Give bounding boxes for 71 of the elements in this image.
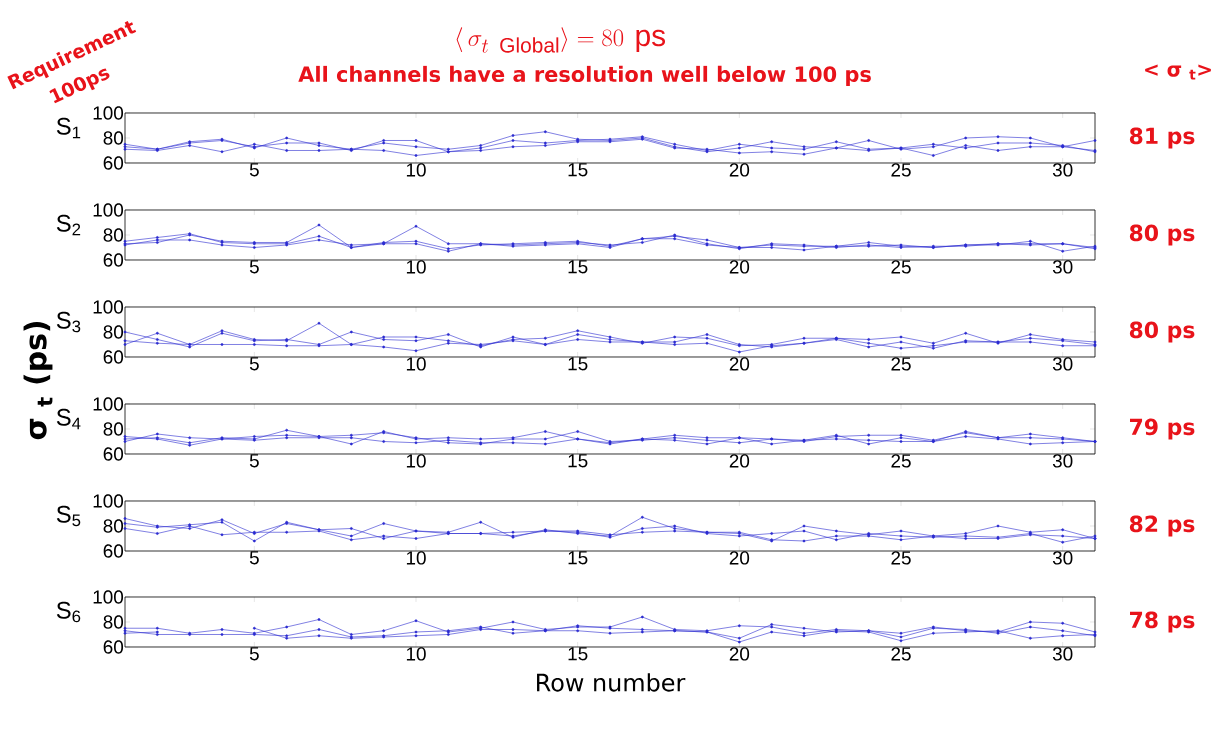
x-tick-label: 25 xyxy=(891,551,911,565)
y-axis-title: S$_{2}$ xyxy=(56,214,81,236)
chart-subtitle: All channels have a resolution well below 100 ps xyxy=(298,65,871,87)
y-tick-label: 80 xyxy=(103,131,124,145)
y-tick-label: 60 xyxy=(103,447,124,461)
y-axis-title: S$_{1}$ xyxy=(56,117,81,139)
y-tick-label: 100 xyxy=(93,300,124,314)
y-tick-label: 100 xyxy=(93,590,124,604)
y-tick-label: 100 xyxy=(93,494,124,508)
x-tick-label: 20 xyxy=(729,163,750,177)
x-tick-label: 20 xyxy=(729,647,750,661)
x-tick-label: 30 xyxy=(1052,260,1073,274)
x-tick-label: 25 xyxy=(891,260,911,274)
text: 80 ps xyxy=(1129,224,1195,246)
x-tick-label: 20 xyxy=(729,260,750,274)
y-tick-label: 80 xyxy=(103,228,124,242)
y-tick-label: 100 xyxy=(93,397,124,411)
x-tick-label: 5 xyxy=(249,260,259,274)
x-tick-label: 20 xyxy=(729,357,750,371)
text: 78 ps xyxy=(1130,611,1195,633)
y-axis-title: S$_{6}$ xyxy=(56,601,81,623)
x-tick-label: 15 xyxy=(568,357,588,371)
x-tick-label: 25 xyxy=(891,163,911,177)
y-axis-title: S$_{4}$ xyxy=(56,408,81,430)
text: 81 ps xyxy=(1129,127,1195,149)
x-tick-label: 30 xyxy=(1052,551,1073,565)
y-axis-title: S$_{3}$ xyxy=(56,311,81,333)
y-tick-label: 100 xyxy=(93,106,124,120)
x-tick-label: 5 xyxy=(249,163,259,177)
y-tick-label: 80 xyxy=(103,325,124,339)
y-tick-label: 100 xyxy=(93,203,124,217)
y-tick-label: 60 xyxy=(103,350,124,364)
x-tick-label: 15 xyxy=(568,454,588,468)
x-tick-label: 15 xyxy=(568,163,588,177)
x-tick-label: 5 xyxy=(249,551,259,565)
x-tick-label: 5 xyxy=(249,454,259,468)
text: 79 ps xyxy=(1130,418,1195,440)
x-tick-label: 15 xyxy=(568,551,588,565)
text: 80 ps xyxy=(1129,321,1195,343)
x-tick-label: 10 xyxy=(406,163,426,177)
chart-title: $\langle\,\sigma_{t\ \mathrm{Global}}\rangle = 80\ \mathrm{ps}$ xyxy=(456,27,666,53)
x-tick-label: 10 xyxy=(406,647,426,661)
x-tick-label: 20 xyxy=(729,454,750,468)
x-tick-label: 15 xyxy=(568,647,588,661)
x-axis-title: Row number xyxy=(537,673,686,692)
x-tick-label: 10 xyxy=(406,551,426,565)
x-tick-label: 30 xyxy=(1052,357,1073,371)
x-tick-label: 30 xyxy=(1052,454,1073,468)
x-tick-label: 20 xyxy=(729,551,750,565)
y-tick-label: 80 xyxy=(103,422,124,436)
y-tick-label: 80 xyxy=(103,615,124,629)
x-tick-label: 5 xyxy=(249,647,259,661)
y-axis-title: S$_{5}$ xyxy=(56,505,81,527)
y-tick-label: 60 xyxy=(103,253,124,267)
y-tick-label: 60 xyxy=(103,544,124,558)
y-tick-label: 60 xyxy=(103,156,124,170)
x-tick-label: 30 xyxy=(1052,163,1073,177)
x-tick-label: 10 xyxy=(406,454,426,468)
x-tick-label: 10 xyxy=(406,260,426,274)
x-tick-label: 25 xyxy=(891,454,911,468)
text: < σ $_{t}$> xyxy=(1145,64,1211,80)
x-tick-label: 25 xyxy=(891,647,911,661)
x-tick-label: 25 xyxy=(891,357,911,371)
x-tick-label: 10 xyxy=(406,357,426,371)
text: 82 ps xyxy=(1129,515,1195,537)
x-tick-label: 5 xyxy=(249,357,259,371)
y-tick-label: 60 xyxy=(103,640,124,654)
x-tick-label: 30 xyxy=(1052,647,1073,661)
y-tick-label: 80 xyxy=(103,519,124,533)
text: σ $_{t}$ (ps) xyxy=(23,322,53,440)
x-tick-label: 15 xyxy=(568,260,588,274)
